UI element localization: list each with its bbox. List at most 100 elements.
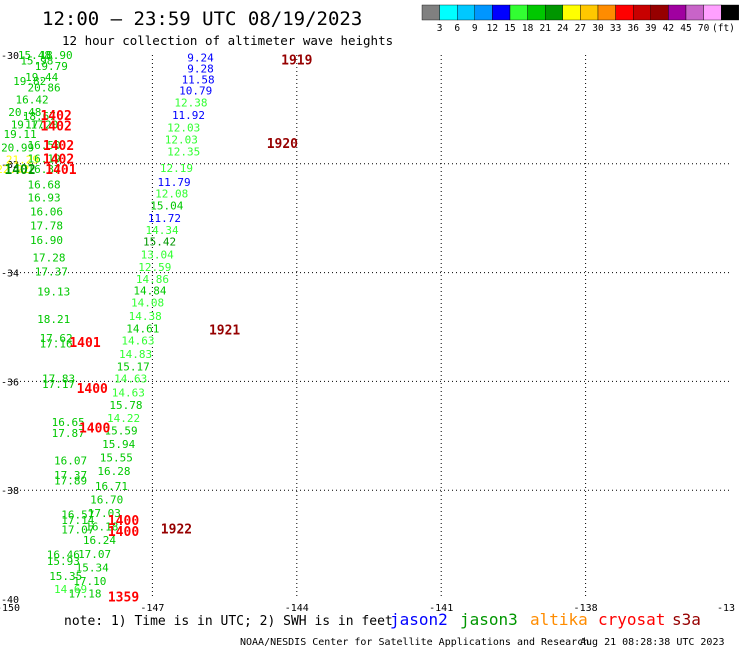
wave-height-label: 20.86 — [28, 82, 61, 95]
x-tick-label: -13 — [717, 603, 735, 614]
scale-swatch — [721, 4, 740, 21]
pass-time-label: 1402 — [40, 109, 71, 124]
wave-height-label: 14.83 — [119, 348, 152, 361]
wave-height-label: 15.98 — [20, 54, 53, 67]
scale-swatch — [685, 4, 704, 21]
pass-time-label: 1402 — [43, 139, 74, 154]
wave-height-label: 12.19 — [160, 162, 193, 175]
pass-time-label: 1402 — [4, 163, 35, 178]
scale-swatch — [492, 4, 511, 21]
wave-height-label: 15.59 — [105, 424, 138, 437]
scale-swatch — [615, 4, 634, 21]
pass-time-label: 1402 — [40, 120, 71, 135]
satellite-legend: jason2 jason3 altika cryosat s3a — [390, 610, 701, 629]
wave-height-label: 18.90 — [40, 49, 73, 62]
wave-height-label: 15.94 — [102, 438, 135, 451]
x-tick-label: -141 — [429, 603, 453, 614]
wave-height-label: 14.86 — [136, 273, 169, 286]
pass-time-label: 1359 — [108, 590, 139, 605]
wave-height-label: 15.78 — [109, 399, 142, 412]
wave-height-label: 17.28 — [32, 251, 65, 264]
wave-height-label: 16.57 — [61, 509, 94, 522]
satellite-legend-item: jason3 — [460, 610, 518, 629]
plot-area — [7, 54, 731, 600]
wave-height-label: 13.04 — [141, 249, 174, 262]
wave-height-label: 14.34 — [145, 224, 178, 237]
y-tick-label: -36 — [1, 377, 19, 388]
wave-height-label: 16.70 — [90, 493, 123, 506]
wave-height-label: 12.35 — [167, 145, 200, 158]
wave-height-label: 15.55 — [100, 452, 133, 465]
wave-height-label: 16.19 — [28, 152, 61, 165]
scale-label: 39 — [645, 23, 657, 34]
wave-height-label: 17.16 — [40, 337, 73, 350]
wave-height-label: 16.24 — [83, 534, 116, 547]
x-tick-label: -147 — [140, 603, 164, 614]
wave-height-label: 17.87 — [52, 427, 85, 440]
scale-label: 18 — [522, 23, 534, 34]
wave-height-label: 21.29 — [6, 153, 39, 166]
wave-height-label: 20.48 — [8, 106, 41, 119]
scale-swatch — [580, 4, 599, 21]
axis-ticks: -150 -147 -144 -141 -138 -13 -30 -32 -34 -36 -38 -4… — [0, 51, 735, 614]
y-tick-label: -38 — [1, 486, 19, 497]
wave-height-label: 12.03 — [167, 121, 200, 134]
scale-label: 21 — [539, 23, 551, 34]
pass-time-label: 1400 — [77, 382, 108, 397]
scale-swatch — [562, 4, 581, 21]
wave-height-label: 17.17 — [42, 378, 75, 391]
wave-height-label: 12.03 — [165, 133, 198, 146]
scale-label: 6 — [454, 23, 460, 34]
wave-height-labels: 9.249.2811.5810.7912.3811.9212.0312.0312… — [0, 49, 215, 601]
wave-height-label: 17.78 — [30, 219, 63, 232]
scale-label: 42 — [663, 23, 674, 34]
grid-lines — [8, 55, 730, 599]
wave-height-label: 11.79 — [157, 176, 190, 189]
wave-height-label: 17.10 — [73, 575, 106, 588]
y-tick-label: -32 — [1, 160, 19, 171]
wave-height-label: 14.63 — [114, 373, 147, 386]
scale-label: 12 — [487, 23, 498, 34]
wave-height-label: 14.08 — [131, 297, 164, 310]
pass-time-label: 1400 — [108, 525, 139, 540]
scale-swatch — [650, 4, 669, 21]
wave-height-label: 11.72 — [148, 212, 181, 225]
satellite-legend-item: cryosat — [598, 610, 665, 629]
wave-height-label: 11.92 — [172, 109, 205, 122]
scale-label: 33 — [610, 23, 621, 34]
wave-height-label: 11.58 — [182, 73, 215, 86]
wave-height-label: 16.28 — [97, 465, 130, 478]
scale-label: 27 — [575, 23, 586, 34]
wave-height-label: 16.46 — [47, 548, 80, 561]
wave-height-label: 17.20 — [25, 119, 58, 132]
scale-swatch — [597, 4, 616, 21]
wave-height-label: 9.28 — [187, 63, 214, 76]
scale-swatch — [633, 4, 652, 21]
wave-height-label: 16.68 — [28, 178, 61, 191]
wave-height-label: 20.99 — [1, 141, 34, 154]
wave-height-label: 14.84 — [133, 285, 166, 298]
y-tick-label: -30 — [1, 51, 19, 62]
x-tick-label: -144 — [285, 603, 309, 614]
wave-height-label: 16.50 — [28, 139, 61, 152]
pass-time-label: 1922 — [161, 522, 192, 537]
wave-height-label: 15.17 — [117, 361, 150, 374]
footer-note: note: 1) Time is in UTC; 2) SWH is in fe… — [64, 614, 393, 629]
wave-height-label: 15.04 — [150, 200, 183, 213]
wave-height-label: 16.42 — [16, 94, 49, 107]
wave-height-label: 17.07 — [61, 523, 94, 536]
scale-swatch — [439, 4, 458, 21]
pass-time-label: 1401 — [69, 336, 100, 351]
wave-height-label: 14.63 — [112, 386, 145, 399]
wave-height-label: 17.14 — [61, 514, 94, 527]
wave-height-label: 15.34 — [76, 561, 109, 574]
wave-height-label: 17.37 — [35, 266, 68, 279]
wave-height-label: 17.03 — [88, 507, 121, 520]
y-tick-label: -40 — [1, 595, 19, 606]
scale-label: 36 — [627, 23, 639, 34]
scale-swatch — [668, 4, 687, 21]
wave-height-label: 10.79 — [179, 84, 212, 97]
wave-height-label: 16.06 — [30, 206, 63, 219]
wave-height-label: 14.38 — [129, 310, 162, 323]
